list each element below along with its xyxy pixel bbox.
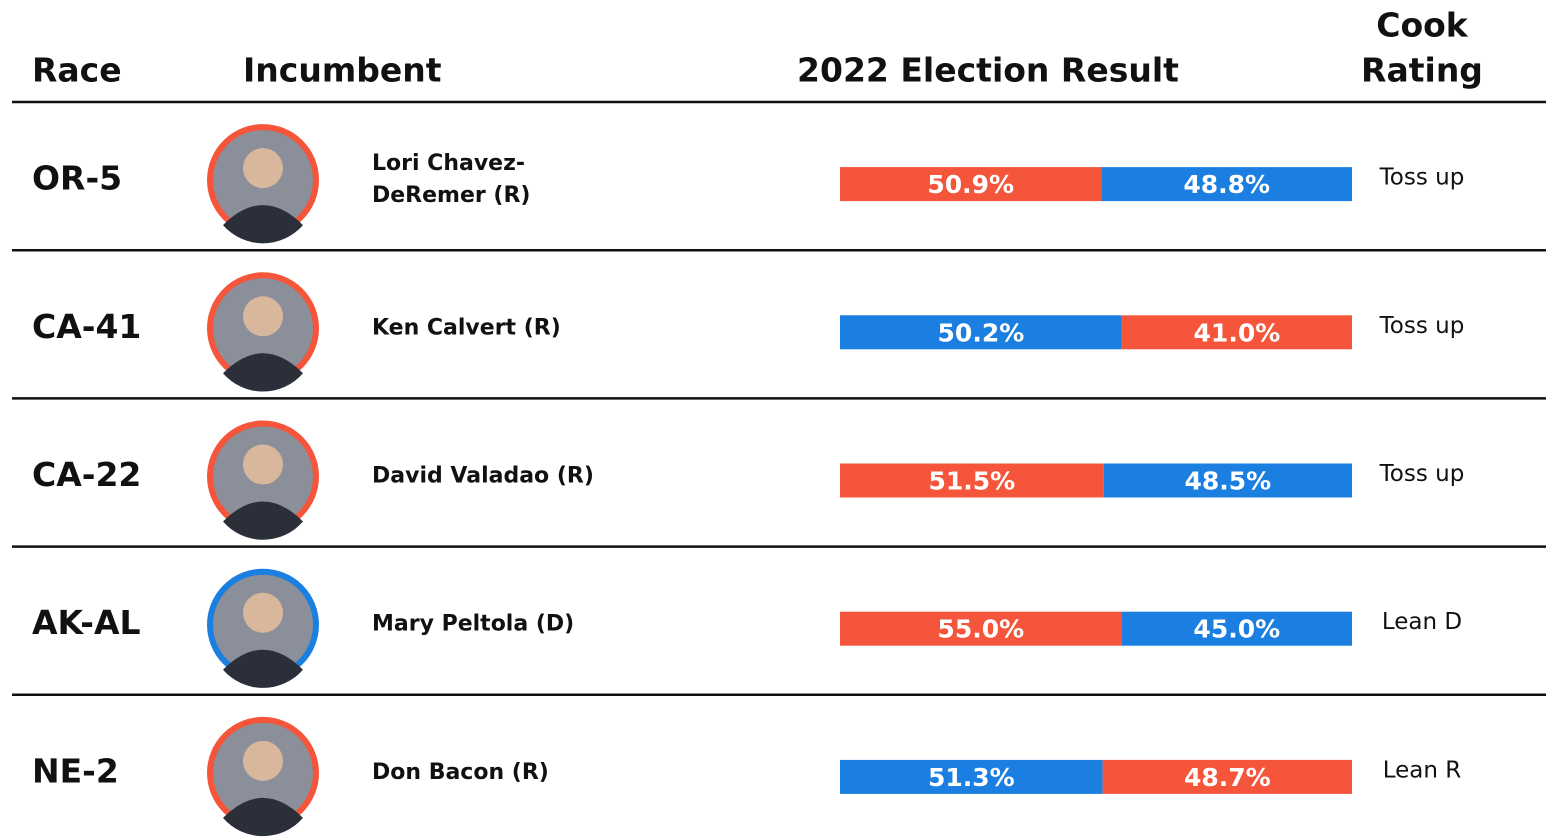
result-label: 51.3%	[928, 763, 1015, 792]
photo-body	[223, 649, 303, 688]
incumbent-name: Mary Peltola (D)	[372, 612, 574, 637]
incumbent-name: Don Bacon (R)	[372, 760, 549, 785]
rating: Lean D	[1382, 609, 1462, 635]
result-bar	[840, 759, 1103, 794]
incumbent-name: Lori Chavez-	[372, 151, 525, 176]
result-bar	[840, 463, 1104, 498]
photo-body	[223, 205, 303, 244]
result-label: 55.0%	[937, 615, 1024, 644]
result-label: 51.5%	[928, 467, 1015, 496]
header-race: Race	[32, 51, 122, 90]
photo-body	[223, 353, 303, 392]
result-bar	[840, 315, 1122, 350]
result-label: 41.0%	[1194, 318, 1281, 347]
race: NE-2	[32, 751, 119, 790]
result-label: 50.2%	[938, 318, 1025, 347]
result-label: 48.5%	[1184, 467, 1271, 496]
photo-head	[243, 444, 283, 485]
result-bar	[1102, 759, 1352, 794]
result-label: 45.0%	[1193, 615, 1280, 644]
result-bar	[1121, 611, 1352, 646]
photo-head	[243, 740, 283, 781]
header-result: 2022 Election Result	[797, 51, 1179, 90]
photo-head	[243, 592, 283, 633]
header-incumbent: Incumbent	[243, 51, 442, 90]
result-label: 50.9%	[927, 170, 1014, 199]
result-bar	[1121, 315, 1352, 350]
incumbent-name: DeRemer (R)	[372, 183, 530, 208]
rating: Toss up	[1379, 313, 1465, 339]
race: OR-5	[32, 159, 122, 198]
result-bar	[840, 167, 1102, 202]
race: AK-AL	[32, 603, 141, 642]
race: CA-22	[32, 455, 141, 494]
result-bar	[1103, 463, 1352, 498]
photo-body	[223, 797, 303, 837]
photo-head	[243, 148, 283, 189]
result-bar	[840, 611, 1122, 646]
rating: Lean R	[1383, 757, 1462, 783]
result-bar	[1101, 167, 1352, 202]
rating: Toss up	[1379, 165, 1465, 191]
rating: Toss up	[1379, 461, 1465, 487]
header-rating: Rating	[1361, 51, 1483, 90]
photo-body	[223, 501, 303, 540]
incumbent-name: Ken Calvert (R)	[372, 315, 561, 340]
race: CA-41	[32, 307, 141, 346]
incumbent-name: David Valadao (R)	[372, 464, 594, 489]
result-label: 48.8%	[1183, 170, 1270, 199]
result-label: 48.7%	[1184, 763, 1271, 792]
header-rating: Cook	[1376, 6, 1469, 45]
photo-head	[243, 296, 283, 337]
